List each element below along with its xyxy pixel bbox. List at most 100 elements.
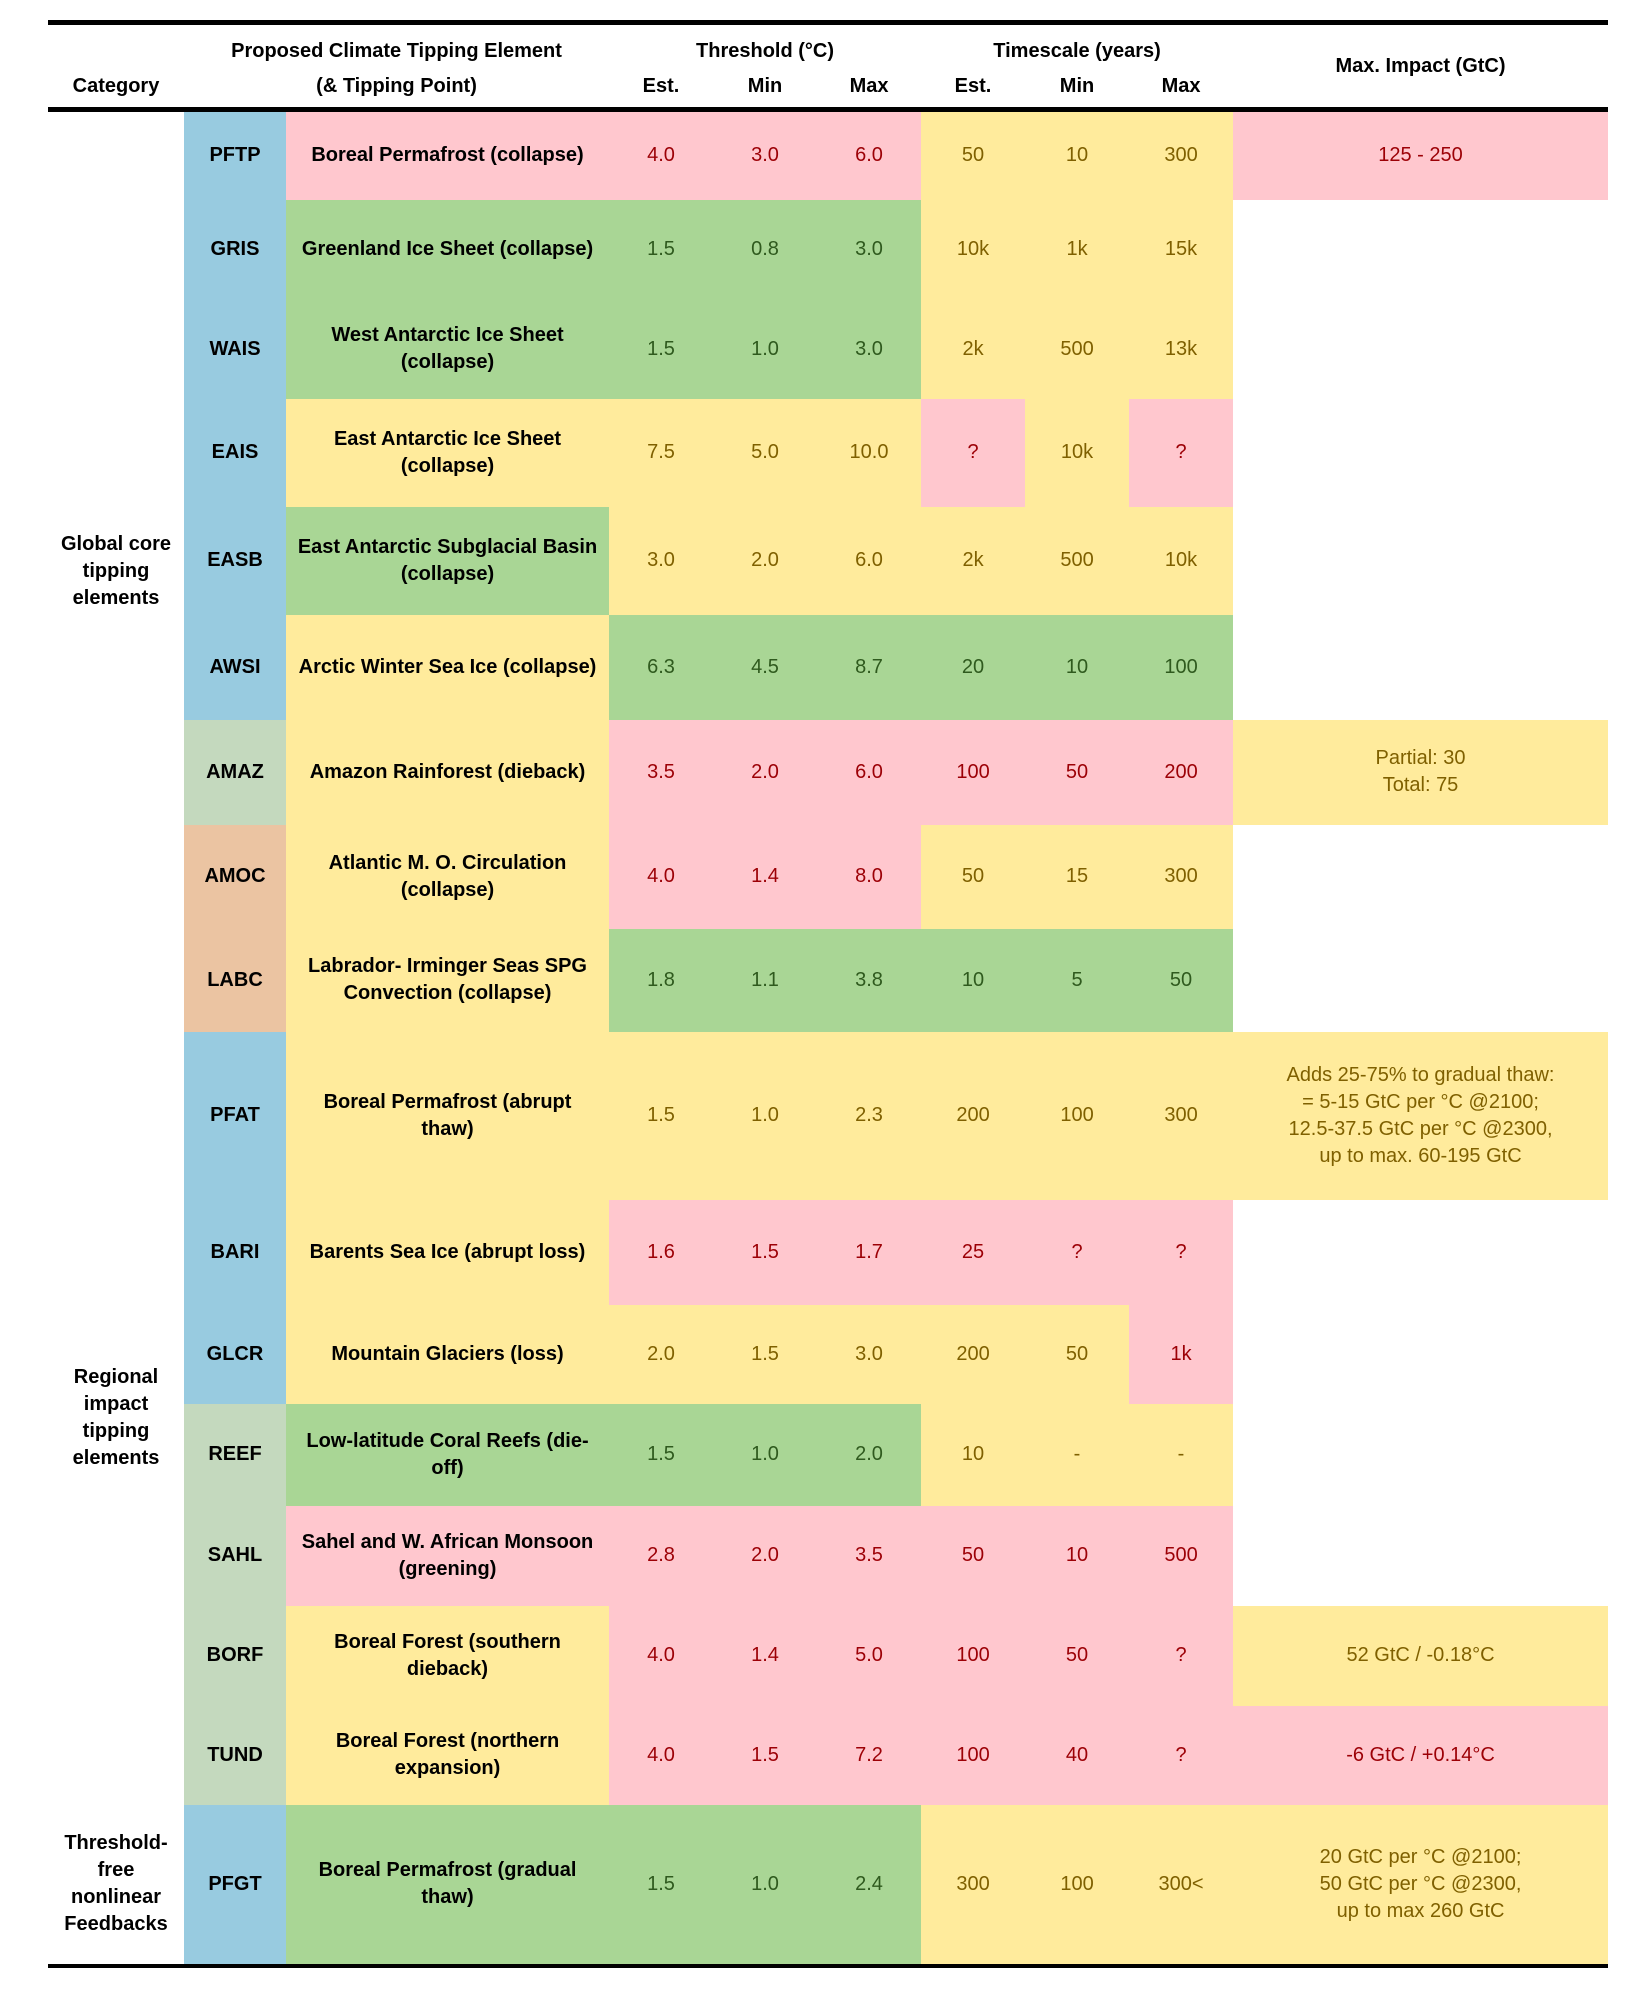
max-impact: 52 GtC / -0.18°C xyxy=(1233,1605,1609,1706)
timescale-est: 200 xyxy=(921,1031,1026,1200)
timescale-min: 5 xyxy=(1025,928,1130,1032)
threshold-est: 3.0 xyxy=(609,506,714,615)
header-timescale-max: Max xyxy=(1129,65,1234,112)
tipping-elements-table: Proposed Climate Tipping Element Thresho… xyxy=(48,20,1609,1968)
timescale-min: 50 xyxy=(1025,719,1130,825)
threshold-min: 1.5 xyxy=(713,1304,818,1404)
category-label: Global core tipping elements xyxy=(48,109,184,1032)
threshold-min: 4.5 xyxy=(713,614,818,720)
threshold-min: 2.0 xyxy=(713,719,818,825)
element-name: Boreal Forest (southern dieback) xyxy=(286,1605,610,1706)
element-code: AWSI xyxy=(184,614,286,720)
threshold-est: 4.0 xyxy=(609,109,714,200)
element-name: Boreal Permafrost (abrupt thaw) xyxy=(286,1031,610,1200)
threshold-min: 2.0 xyxy=(713,506,818,615)
table-row: Threshold-free nonlinear Feedbacks PFGT Bo… xyxy=(48,1804,1609,1968)
threshold-max: 3.0 xyxy=(817,1304,922,1404)
element-code: REEF xyxy=(184,1403,286,1506)
element-name: Labrador- Irminger Seas SPG Convection (… xyxy=(286,928,610,1032)
threshold-min: 5.0 xyxy=(713,398,818,507)
table-row: AMAZ Amazon Rainforest (dieback) 3.5 2.0 6.0… xyxy=(48,719,1609,825)
threshold-est: 1.5 xyxy=(609,299,714,399)
timescale-min: 1k xyxy=(1025,199,1130,300)
timescale-min: 100 xyxy=(1025,1804,1130,1968)
max-impact xyxy=(1233,928,1609,1032)
timescale-min: 15 xyxy=(1025,824,1130,929)
threshold-max: 3.0 xyxy=(817,199,922,300)
threshold-est: 1.6 xyxy=(609,1199,714,1305)
timescale-min: 40 xyxy=(1025,1705,1130,1805)
element-name: Atlantic M. O. Circulation (collapse) xyxy=(286,824,610,929)
timescale-max: 300 xyxy=(1129,109,1234,200)
timescale-est: 100 xyxy=(921,719,1026,825)
timescale-est: 10 xyxy=(921,928,1026,1032)
max-impact: -6 GtC / +0.14°C xyxy=(1233,1705,1609,1805)
max-impact xyxy=(1233,1505,1609,1606)
max-impact xyxy=(1233,398,1609,507)
element-name: East Antarctic Subglacial Basin (collaps… xyxy=(286,506,610,615)
threshold-est: 1.5 xyxy=(609,1031,714,1200)
timescale-min: 500 xyxy=(1025,299,1130,399)
threshold-min: 1.0 xyxy=(713,1804,818,1968)
timescale-est: 25 xyxy=(921,1199,1026,1305)
timescale-max: 15k xyxy=(1129,199,1234,300)
timescale-min: - xyxy=(1025,1403,1130,1506)
timescale-max: 10k xyxy=(1129,506,1234,615)
element-code: WAIS xyxy=(184,299,286,399)
timescale-max: 100 xyxy=(1129,614,1234,720)
threshold-max: 2.3 xyxy=(817,1031,922,1200)
timescale-est: ? xyxy=(921,398,1026,507)
threshold-min: 1.4 xyxy=(713,1605,818,1706)
threshold-min: 0.8 xyxy=(713,199,818,300)
timescale-est: 200 xyxy=(921,1304,1026,1404)
timescale-min: 10k xyxy=(1025,398,1130,507)
threshold-est: 4.0 xyxy=(609,824,714,929)
threshold-max: 8.7 xyxy=(817,614,922,720)
timescale-est: 300 xyxy=(921,1804,1026,1968)
header-spacer xyxy=(48,20,184,65)
table-row: WAIS West Antarctic Ice Sheet (collapse) 1… xyxy=(48,299,1609,399)
max-impact: 125 - 250 xyxy=(1233,109,1609,200)
element-code: AMOC xyxy=(184,824,286,929)
element-code: BARI xyxy=(184,1199,286,1305)
element-code: GLCR xyxy=(184,1304,286,1404)
timescale-min: 50 xyxy=(1025,1304,1130,1404)
timescale-est: 20 xyxy=(921,614,1026,720)
threshold-max: 2.4 xyxy=(817,1804,922,1968)
threshold-min: 3.0 xyxy=(713,109,818,200)
table-row: Regional impact tipping elements PFAT Bore… xyxy=(48,1031,1609,1805)
threshold-min: 1.1 xyxy=(713,928,818,1032)
threshold-max: 2.0 xyxy=(817,1403,922,1506)
table-row: Global core tipping elements PFTP Boreal P… xyxy=(48,109,1609,1032)
timescale-est: 100 xyxy=(921,1605,1026,1706)
table-row: GLCR Mountain Glaciers (loss) 2.0 1.5 3.0 200… xyxy=(48,1304,1609,1404)
element-name: Amazon Rainforest (dieback) xyxy=(286,719,610,825)
timescale-est: 10 xyxy=(921,1403,1026,1506)
timescale-max: 300 xyxy=(1129,824,1234,929)
timescale-min: 500 xyxy=(1025,506,1130,615)
threshold-est: 3.5 xyxy=(609,719,714,825)
timescale-max: - xyxy=(1129,1403,1234,1506)
element-name: Boreal Permafrost (collapse) xyxy=(286,109,610,200)
header-threshold: Threshold (°C) xyxy=(609,20,922,65)
timescale-max: ? xyxy=(1129,1705,1234,1805)
threshold-max: 1.7 xyxy=(817,1199,922,1305)
table-row: EAIS East Antarctic Ice Sheet (collapse) 7… xyxy=(48,398,1609,507)
timescale-max: 50 xyxy=(1129,928,1234,1032)
timescale-est: 10k xyxy=(921,199,1026,300)
timescale-min: ? xyxy=(1025,1199,1130,1305)
element-name: Arctic Winter Sea Ice (collapse) xyxy=(286,614,610,720)
max-impact xyxy=(1233,1304,1609,1404)
element-name: Greenland Ice Sheet (collapse) xyxy=(286,199,610,300)
timescale-max: ? xyxy=(1129,398,1234,507)
threshold-max: 8.0 xyxy=(817,824,922,929)
header-timescale-est: Est. xyxy=(921,65,1026,112)
element-code: BORF xyxy=(184,1605,286,1706)
threshold-min: 1.5 xyxy=(713,1705,818,1805)
max-impact: 20 GtC per °C @2100; 50 GtC per °C @2300… xyxy=(1233,1804,1609,1968)
max-impact: Adds 25-75% to gradual thaw: = 5-15 GtC … xyxy=(1233,1031,1609,1200)
header-threshold-max: Max xyxy=(817,65,922,112)
category-label: Threshold-free nonlinear Feedbacks xyxy=(48,1804,184,1968)
header-timescale-min: Min xyxy=(1025,65,1130,112)
element-name: Sahel and W. African Monsoon (greening) xyxy=(286,1505,610,1606)
